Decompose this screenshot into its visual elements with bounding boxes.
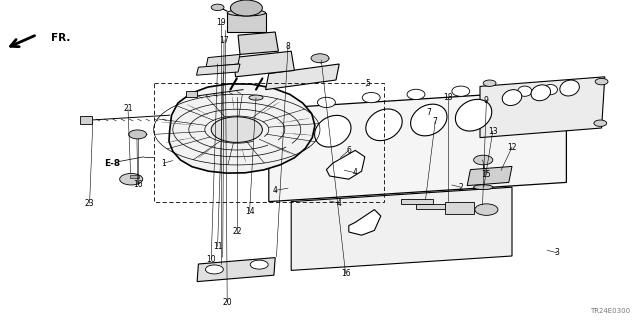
- Text: 7: 7: [426, 108, 431, 116]
- Text: 14: 14: [244, 207, 255, 216]
- PathPatch shape: [169, 84, 315, 173]
- Text: 13: 13: [488, 127, 498, 136]
- Circle shape: [211, 117, 262, 142]
- Ellipse shape: [474, 185, 493, 189]
- Text: 16: 16: [340, 269, 351, 278]
- Text: TR24E0300: TR24E0300: [590, 308, 630, 314]
- Polygon shape: [197, 258, 275, 282]
- Circle shape: [475, 204, 498, 215]
- Polygon shape: [291, 187, 512, 270]
- Text: 12: 12: [508, 143, 516, 152]
- PathPatch shape: [349, 210, 381, 235]
- Ellipse shape: [456, 100, 492, 131]
- Text: FR.: FR.: [51, 33, 70, 44]
- Circle shape: [474, 155, 493, 165]
- Text: 10: 10: [206, 255, 216, 264]
- Text: 9: 9: [484, 96, 489, 105]
- Ellipse shape: [362, 92, 380, 103]
- Polygon shape: [196, 64, 240, 75]
- Bar: [445, 202, 474, 214]
- Polygon shape: [269, 90, 566, 202]
- Text: 11: 11: [213, 242, 222, 251]
- Bar: [130, 175, 139, 178]
- Ellipse shape: [366, 109, 402, 140]
- Text: 21: 21: [124, 104, 132, 113]
- Ellipse shape: [315, 116, 351, 147]
- Text: 1: 1: [161, 159, 166, 168]
- Circle shape: [311, 54, 329, 63]
- Text: 19: 19: [216, 18, 226, 27]
- Text: E-8: E-8: [104, 159, 120, 168]
- Circle shape: [594, 120, 607, 126]
- Ellipse shape: [452, 86, 470, 96]
- Polygon shape: [227, 13, 266, 32]
- Polygon shape: [234, 51, 294, 77]
- Text: 17: 17: [219, 36, 229, 44]
- Ellipse shape: [560, 80, 579, 96]
- Ellipse shape: [531, 85, 550, 101]
- Bar: [186, 91, 197, 97]
- Bar: [80, 116, 92, 124]
- Ellipse shape: [407, 89, 425, 100]
- Ellipse shape: [249, 95, 263, 100]
- Circle shape: [595, 78, 608, 85]
- Polygon shape: [206, 54, 240, 67]
- Circle shape: [230, 0, 262, 16]
- Text: 4: 4: [353, 168, 358, 177]
- PathPatch shape: [326, 150, 365, 179]
- Text: 18: 18: [444, 93, 452, 102]
- Text: 3: 3: [554, 248, 559, 257]
- Text: 15: 15: [481, 170, 492, 179]
- Ellipse shape: [317, 97, 335, 108]
- Text: 4: 4: [273, 186, 278, 195]
- Text: 4: 4: [337, 199, 342, 208]
- Circle shape: [205, 265, 223, 274]
- Circle shape: [250, 260, 268, 269]
- Ellipse shape: [518, 86, 532, 96]
- Bar: [416, 204, 448, 209]
- Text: 2: 2: [458, 183, 463, 192]
- Ellipse shape: [411, 104, 447, 136]
- Ellipse shape: [502, 90, 522, 106]
- Circle shape: [120, 173, 143, 185]
- Polygon shape: [480, 77, 605, 138]
- Circle shape: [483, 80, 496, 86]
- Circle shape: [211, 4, 224, 11]
- Ellipse shape: [543, 84, 557, 95]
- Text: 16: 16: [132, 180, 143, 188]
- Text: 7: 7: [433, 117, 438, 126]
- Text: 5: 5: [365, 79, 371, 88]
- Text: 6: 6: [346, 146, 351, 155]
- Text: 20: 20: [222, 298, 232, 307]
- Ellipse shape: [227, 10, 266, 16]
- Polygon shape: [238, 32, 278, 54]
- Bar: [401, 199, 433, 204]
- Circle shape: [129, 130, 147, 139]
- Text: 8: 8: [285, 42, 291, 51]
- Polygon shape: [467, 166, 512, 186]
- Text: 23: 23: [84, 199, 95, 208]
- Polygon shape: [266, 64, 339, 90]
- Text: 22: 22: [232, 228, 241, 236]
